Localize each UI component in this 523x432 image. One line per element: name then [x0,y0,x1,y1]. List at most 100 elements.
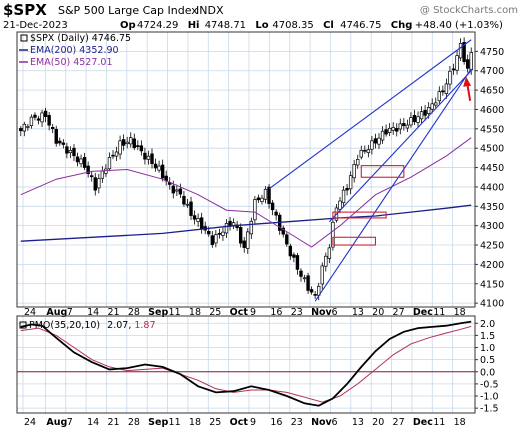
candle-body [253,199,257,221]
legend-swatch [20,34,28,42]
candle-body [387,127,392,133]
x-tick-label: 6 [331,307,337,318]
x-tick-label: 20 [372,307,384,318]
y-tick-label: 4550 [480,124,504,135]
date-label: 21-Dec-2023 [3,20,68,31]
candle-body [210,235,215,245]
candle-body [391,127,395,131]
y-tick-label: 4750 [480,47,504,58]
candle-body [157,165,161,171]
candle-body [33,114,37,118]
x-axis-upper: 24 Aug 7 14 21 28 Sep 11 18 25 Oct 9 16 23 Nov 6 13 20 27 D… [24,307,466,318]
candle-body [380,130,385,141]
x-tick-label: 9 [250,417,256,428]
x-tick-label: Aug [46,417,67,428]
candle-body [217,232,222,235]
candle-body [114,151,119,157]
candle-body [309,289,314,293]
index-name: S&P 500 Large Cap Index [58,4,198,17]
candle-body [29,116,34,126]
candle-body [256,197,261,201]
x-tick-label: Oct [230,417,249,428]
y-tick-label: 1.5 [480,331,495,342]
candle-body [274,211,278,216]
x-tick-label: 21 [107,307,119,318]
x-tick-label: 24 [24,307,36,318]
candle-body [118,140,122,155]
candle-body [306,275,310,291]
candle-body [458,43,463,59]
svg-text:PMO(35,20,10) 2.07,: PMO(35,20,10) 2.07, 1.87 [29,320,156,331]
y-tick-label: 1.0 [480,343,495,354]
x-tick-label: 23 [291,307,303,318]
pmo-y-axis: -1.5-1.0 -0.50.00.51.01.52.0 [475,319,499,415]
candle-body [150,153,154,165]
x-tick-label: 11 [169,307,181,318]
candle-body [192,215,197,220]
candle-body [146,155,151,160]
candle-body [199,217,204,230]
candle-body [129,137,133,145]
x-tick-label: 16 [270,417,282,428]
candle-body [82,157,87,168]
candle-body [437,91,442,102]
pmo-legend: PMO(35,20,10) 2.07, 1.87 [19,320,156,331]
candle-body [139,145,144,152]
candle-body [50,126,55,130]
candle-body [65,146,69,154]
x-tick-label: 21 [107,417,119,428]
candle-body [320,265,324,285]
x-tick-label: 7 [67,417,73,428]
x-tick-label: 18 [189,307,201,318]
ohlc-value: 4748.71 [205,20,246,31]
ohlc-label: Lo [255,20,268,31]
candle-body [430,103,434,110]
watermark: @ StockCharts.com [420,5,518,16]
y-tick-label: 4350 [480,202,504,213]
candle-body [171,185,175,194]
x-tick-label: 25 [209,417,221,428]
candle-body [405,124,410,129]
candle-body [348,175,353,190]
ohlc-label: Op [120,20,136,31]
candle-body [451,68,456,71]
candle-body [288,245,293,257]
candle-body [136,145,140,147]
y-tick-label: 4450 [480,163,504,174]
candle-body [465,59,470,69]
candle-body [263,188,268,200]
candle-body [22,123,27,132]
y-tick-label: -1.0 [480,392,499,403]
y-tick-label: -1.5 [480,404,499,415]
candle-body [111,154,115,157]
ema50-line [20,137,472,248]
candle-body [54,128,58,144]
x-tick-label: 13 [352,417,364,428]
x-tick-label: 7 [67,307,73,318]
x-tick-label: Aug [46,307,67,318]
candle-body [416,116,420,123]
pmo-legend-swatch [19,321,27,329]
candle-body [398,123,402,130]
y-tick-label: 4500 [480,144,504,155]
gap-box [332,236,377,246]
exchange-label: INDX [196,4,224,17]
x-tick-label: Sep [148,417,168,428]
ohlc-value: 4724.29 [137,20,178,31]
candle-body [419,111,424,120]
x-tick-label: 20 [372,417,384,428]
candle-body [267,186,271,204]
ohlc-value: 4708.35 [272,20,313,31]
candle-body [469,52,473,71]
x-tick-label: 11 [169,417,181,428]
x-tick-label: 13 [352,307,364,318]
candle-body [338,200,342,210]
x-tick-label: 6 [331,417,337,428]
candle-body [295,255,300,270]
candle-body [242,240,246,248]
y-tick-label: 4600 [480,105,504,116]
y-tick-label: -0.5 [480,379,499,390]
gap-box [360,165,405,178]
